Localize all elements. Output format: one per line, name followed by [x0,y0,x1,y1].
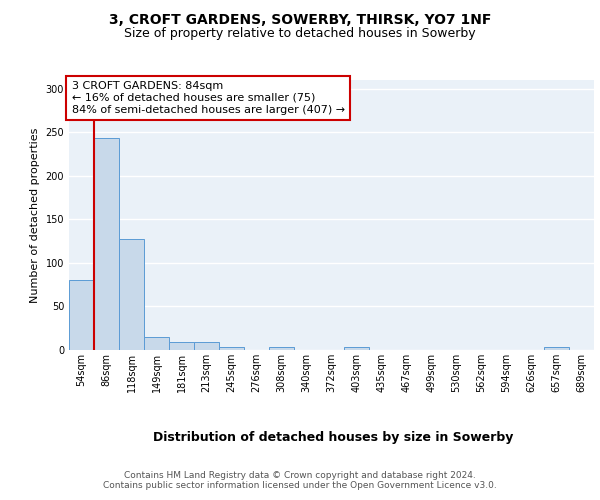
Text: 3 CROFT GARDENS: 84sqm
← 16% of detached houses are smaller (75)
84% of semi-det: 3 CROFT GARDENS: 84sqm ← 16% of detached… [71,82,345,114]
Text: Size of property relative to detached houses in Sowerby: Size of property relative to detached ho… [124,28,476,40]
Text: Distribution of detached houses by size in Sowerby: Distribution of detached houses by size … [153,431,513,444]
Bar [544,348,569,350]
Text: 3, CROFT GARDENS, SOWERBY, THIRSK, YO7 1NF: 3, CROFT GARDENS, SOWERBY, THIRSK, YO7 1… [109,12,491,26]
Bar [94,138,119,350]
Bar [344,348,369,350]
Bar [269,348,294,350]
Bar [144,337,169,350]
Bar [119,238,144,350]
Bar [194,342,219,350]
Bar [169,342,194,350]
Text: Contains HM Land Registry data © Crown copyright and database right 2024.
Contai: Contains HM Land Registry data © Crown c… [103,470,497,490]
Bar [69,280,94,350]
Bar [219,348,244,350]
Y-axis label: Number of detached properties: Number of detached properties [30,128,40,302]
